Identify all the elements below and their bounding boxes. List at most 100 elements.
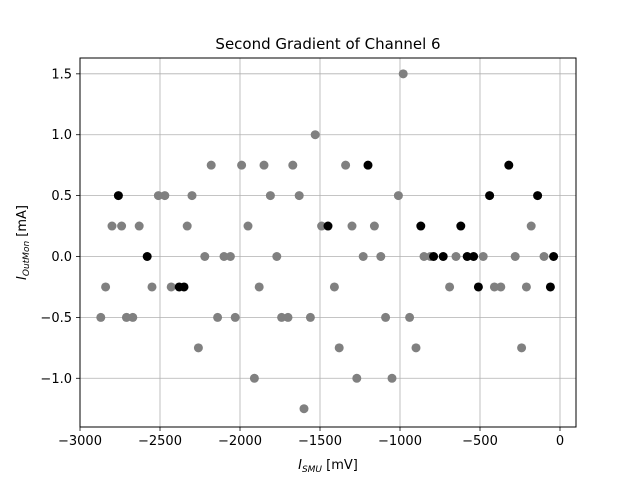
- data-point: [310, 130, 320, 140]
- y-axis-label-main: I: [15, 276, 30, 280]
- y-tick-label: 1.5: [51, 67, 72, 82]
- data-point: [510, 252, 520, 262]
- data-point: [294, 191, 304, 201]
- data-point: [166, 282, 176, 292]
- data-point: [142, 252, 152, 262]
- data-point: [341, 160, 351, 170]
- data-point: [376, 252, 386, 262]
- data-point: [334, 343, 344, 353]
- x-tick-label: −2000: [218, 434, 262, 449]
- data-point: [358, 252, 368, 262]
- data-point: [398, 69, 408, 79]
- data-point: [317, 221, 327, 231]
- data-point: [405, 312, 415, 322]
- plot-frame: [79, 57, 577, 428]
- data-point: [445, 282, 455, 292]
- data-point: [113, 191, 123, 201]
- grid-lines: [79, 58, 576, 427]
- data-point: [272, 252, 282, 262]
- data-point: [117, 221, 127, 231]
- data-point: [429, 252, 439, 262]
- data-point: [462, 252, 472, 262]
- y-tick-label: 0.0: [51, 250, 72, 265]
- data-point: [323, 221, 333, 231]
- y-axis-label-unit: [mA]: [15, 205, 30, 241]
- data-point: [288, 160, 298, 170]
- x-tick-label: −1500: [298, 434, 342, 449]
- data-point: [451, 252, 461, 262]
- data-point: [179, 282, 189, 292]
- x-tick-label: −3000: [58, 434, 102, 449]
- data-point: [225, 252, 235, 262]
- x-axis-label-main: I: [298, 458, 302, 473]
- data-point: [504, 160, 514, 170]
- x-axis-label-unit: [mV]: [322, 458, 358, 473]
- data-point: [347, 221, 357, 231]
- data-point: [473, 282, 483, 292]
- data-point: [249, 373, 259, 383]
- y-tick-label: −1.0: [40, 372, 72, 387]
- data-point: [456, 221, 466, 231]
- data-point: [526, 221, 536, 231]
- y-tick-label: 1.0: [51, 128, 72, 143]
- data-point: [254, 282, 264, 292]
- x-tick-label: −2500: [138, 434, 182, 449]
- data-point: [283, 312, 293, 322]
- data-point: [545, 282, 555, 292]
- data-point: [539, 252, 549, 262]
- x-axis-label: ISMU [mV]: [298, 458, 358, 475]
- data-point: [230, 312, 240, 322]
- data-point: [206, 160, 216, 170]
- y-axis-label-sub: OutMon: [22, 241, 32, 277]
- data-point: [387, 373, 397, 383]
- data-point: [305, 312, 315, 322]
- data-point: [219, 252, 229, 262]
- data-point: [147, 282, 157, 292]
- x-tick-label: 0: [556, 434, 564, 449]
- data-point: [237, 160, 247, 170]
- data-point: [363, 160, 373, 170]
- data-point: [329, 282, 339, 292]
- data-point: [277, 312, 287, 322]
- data-point: [153, 191, 163, 201]
- data-point: [187, 191, 197, 201]
- data-point: [469, 252, 479, 262]
- data-point: [352, 373, 362, 383]
- data-point: [438, 252, 448, 262]
- data-point: [134, 221, 144, 231]
- data-point: [381, 312, 391, 322]
- data-point: [369, 221, 379, 231]
- data-point: [416, 221, 426, 231]
- data-point: [299, 404, 309, 414]
- data-point: [259, 160, 269, 170]
- y-axis-label: IOutMon [mA]: [15, 205, 32, 280]
- chart-title: Second Gradient of Channel 6: [215, 35, 440, 53]
- data-point: [193, 343, 203, 353]
- data-point: [128, 312, 138, 322]
- data-point: [107, 221, 117, 231]
- x-axis-label-sub: SMU: [302, 465, 322, 475]
- data-point: [101, 282, 111, 292]
- data-point: [496, 282, 506, 292]
- data-points: [96, 69, 559, 414]
- axis-ticks: −3000 −2500 −2000 −1500 −1000 −500 0 −1.0 −0.5 0.…: [40, 67, 564, 449]
- data-point: [489, 282, 499, 292]
- data-point: [393, 191, 403, 201]
- data-point: [517, 343, 527, 353]
- data-point: [160, 191, 170, 201]
- data-point: [213, 312, 223, 322]
- data-point: [243, 221, 253, 231]
- x-tick-label: −500: [462, 434, 498, 449]
- data-point: [533, 191, 543, 201]
- data-point: [478, 252, 488, 262]
- data-point: [521, 282, 531, 292]
- data-point: [182, 221, 192, 231]
- y-tick-label: 0.5: [51, 189, 72, 204]
- data-point: [485, 191, 495, 201]
- data-point: [121, 312, 131, 322]
- data-point: [96, 312, 106, 322]
- x-tick-label: −1000: [378, 434, 422, 449]
- data-point: [411, 343, 421, 353]
- data-point: [419, 252, 429, 262]
